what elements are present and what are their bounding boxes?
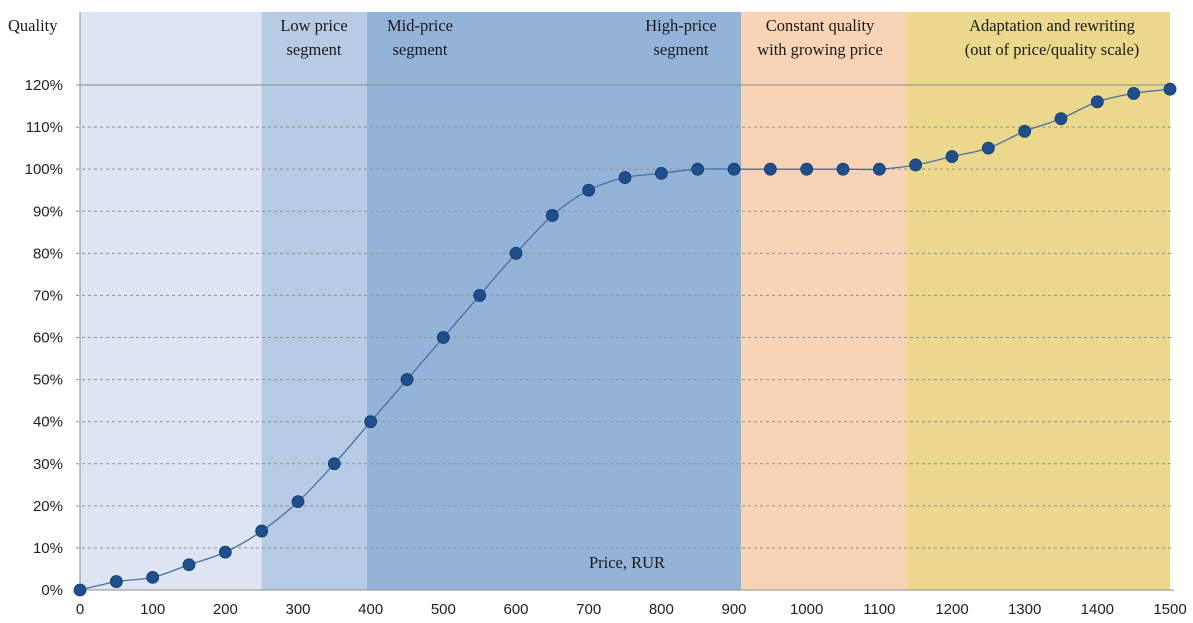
x-axis-label: Price, RUR <box>589 553 665 572</box>
data-point <box>582 183 596 197</box>
x-tick-label: 1100 <box>863 601 895 618</box>
y-tick-label: 110% <box>26 119 63 136</box>
data-point <box>1054 112 1068 126</box>
y-tick-label: 30% <box>33 456 63 473</box>
adaptation-label: (out of price/quality scale) <box>965 40 1140 59</box>
data-point <box>1127 87 1141 100</box>
y-tick-label: 100% <box>25 161 63 178</box>
data-point <box>146 570 160 584</box>
x-tick-label: 1200 <box>935 601 968 618</box>
data-point <box>1018 124 1032 138</box>
y-tick-label: 0% <box>41 582 63 599</box>
x-tick-label: 600 <box>503 601 528 618</box>
x-tick-label: 200 <box>213 601 238 618</box>
segment-labels: Low price segment Constant quality with gro… <box>280 16 1139 59</box>
data-point <box>327 457 341 471</box>
x-tick-label: 700 <box>576 601 601 618</box>
data-point <box>218 545 232 559</box>
high-price-label: segment <box>654 40 709 59</box>
segment-region-1 <box>261 12 368 590</box>
data-point <box>400 373 414 386</box>
data-point <box>618 171 632 184</box>
x-tick-label: 1000 <box>790 601 823 618</box>
data-point <box>436 331 450 344</box>
y-tick-label: 10% <box>33 540 63 557</box>
x-tick-label: 300 <box>285 601 310 618</box>
data-point <box>763 162 777 176</box>
segment-region-3 <box>741 12 907 590</box>
y-tick-label: 70% <box>33 287 63 304</box>
y-tick-label: 20% <box>33 498 63 515</box>
x-tick-labels: 0 100 200 300 400 500 600 700 800 900 1000 1100 1200… <box>76 601 1187 618</box>
x-tick-label: 0 <box>76 601 84 618</box>
grid-lines <box>76 12 1174 591</box>
data-point <box>836 162 850 176</box>
segment-regions <box>80 12 1170 590</box>
data-point <box>109 575 123 588</box>
constant-quality-label: Constant quality <box>766 16 875 35</box>
data-points <box>73 82 1177 597</box>
constant-quality-label: with growing price <box>757 40 883 59</box>
high-price-label: High-price <box>645 16 716 35</box>
y-tick-label: 90% <box>33 203 63 220</box>
y-tick-label: 40% <box>33 414 63 431</box>
data-point <box>727 162 741 176</box>
x-tick-label: 100 <box>140 601 165 618</box>
x-tick-label: 800 <box>649 601 674 618</box>
data-point <box>73 583 87 597</box>
data-point <box>545 209 559 222</box>
y-axis-label: Quality <box>8 16 58 35</box>
data-point <box>981 141 995 155</box>
data-point <box>945 150 959 163</box>
data-point <box>691 162 705 176</box>
segment-region-2 <box>367 12 742 590</box>
data-point <box>364 415 378 429</box>
data-point <box>909 158 923 172</box>
x-tick-label: 1400 <box>1081 601 1114 618</box>
data-point <box>654 166 668 180</box>
mid-price-label: Mid-price <box>387 16 453 35</box>
adaptation-label: Adaptation and rewriting <box>969 16 1135 35</box>
x-tick-label: 500 <box>431 601 456 618</box>
mid-price-label: segment <box>393 40 448 59</box>
data-point <box>291 495 305 509</box>
y-tick-label: 50% <box>33 372 63 389</box>
low-price-label: segment <box>287 40 342 59</box>
y-tick-labels: 0% 10% 20% 30% 40% 50% 60% 70% 80% 90% 100% 110% 120… <box>25 77 63 599</box>
y-tick-label: 80% <box>33 245 63 262</box>
data-point <box>800 162 814 176</box>
data-point <box>1163 82 1177 96</box>
data-point <box>255 524 269 538</box>
data-point <box>182 558 196 572</box>
y-tick-label: 120% <box>25 77 63 94</box>
x-tick-label: 400 <box>358 601 383 618</box>
data-point <box>1090 95 1104 109</box>
low-price-label: Low price <box>280 16 347 35</box>
data-point <box>509 246 523 260</box>
data-point <box>872 162 886 176</box>
data-point <box>473 289 487 302</box>
x-tick-label: 1300 <box>1008 601 1041 618</box>
x-tick-label: 1500 <box>1153 601 1186 618</box>
segment-region-4 <box>906 12 1170 590</box>
x-tick-label: 900 <box>721 601 746 618</box>
y-tick-label: 60% <box>33 330 63 347</box>
segment-region-0 <box>80 12 262 590</box>
